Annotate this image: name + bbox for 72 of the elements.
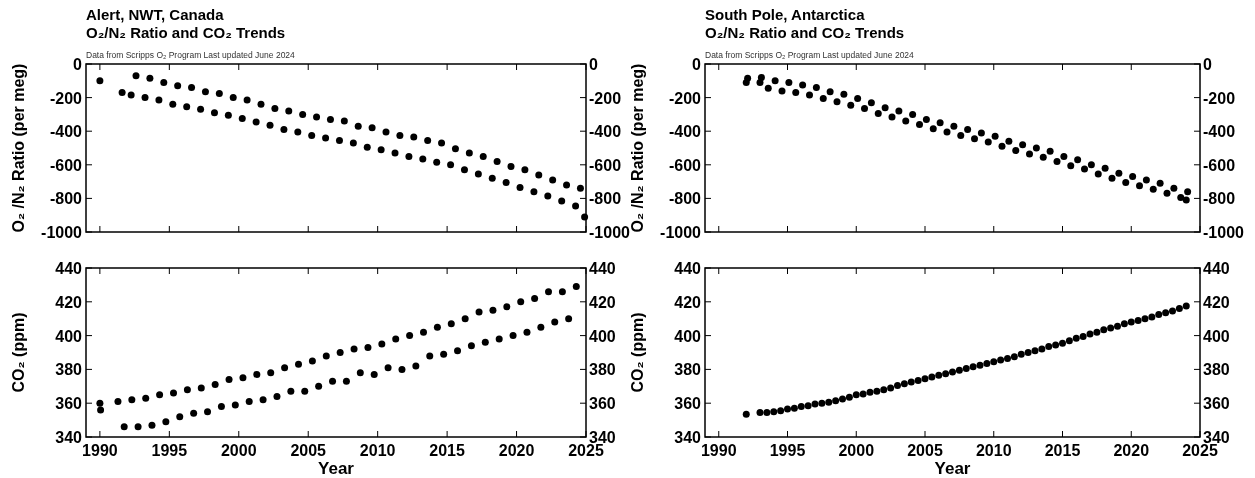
chart-subtitle: O₂/N₂ Ratio and CO₂ Trends [705, 24, 905, 41]
x-tick-label: 2015 [429, 442, 466, 459]
y-axis-title: CO₂ (ppm) [10, 312, 27, 393]
y-tick-label: 0 [692, 56, 702, 73]
y-tick-label: -1000 [41, 224, 83, 241]
x-tick-label: 1990 [700, 442, 737, 459]
y2-tick-label: -600 [589, 156, 622, 174]
y2-tick-label: 440 [1203, 260, 1230, 277]
y-tick-label: -400 [49, 123, 83, 141]
y-axis-title: CO₂ (ppm) [629, 312, 646, 393]
y-tick-label: -400 [668, 123, 702, 141]
y2-tick-label: -1000 [589, 224, 631, 241]
y2-tick-label: 420 [1203, 293, 1230, 311]
y2-tick-label: -200 [1203, 89, 1236, 107]
chart-title: South Pole, Antarctica [705, 6, 866, 23]
y2-tick-label: -800 [1203, 190, 1236, 208]
y-tick-label: 440 [55, 260, 83, 277]
y2-tick-label: 400 [589, 327, 616, 345]
y-tick-label: -1000 [660, 224, 702, 241]
text: Data from Scripps O₂ Program Last updated June 2024 [86, 50, 296, 60]
x-tick-label: 1995 [769, 442, 806, 459]
y-tick-label: -600 [49, 156, 83, 174]
y-axis-title: O₂ /N₂ Ratio (per meg) [629, 63, 646, 233]
y-tick-label: 360 [55, 395, 83, 413]
y-tick-label: 400 [55, 327, 83, 345]
y-tick-label: 420 [55, 293, 83, 311]
text: Data from Scripps O₂ Program Last updated June 2024 [705, 50, 915, 60]
y2-tick-label: 380 [589, 361, 616, 379]
y-tick-label: 340 [55, 429, 83, 446]
y-tick-label: -200 [49, 89, 83, 107]
y2-tick-label: -400 [589, 123, 622, 141]
y2-tick-label: 440 [589, 260, 616, 277]
x-axis-title: Year [934, 459, 971, 478]
x-tick-label: 2000 [220, 442, 257, 459]
y-tick-label: 380 [674, 361, 702, 379]
x-tick-label: 2010 [359, 442, 396, 459]
y2-tick-label: -600 [1203, 156, 1236, 174]
x-tick-label: 2015 [1044, 442, 1081, 459]
y-tick-label: 0 [73, 56, 83, 73]
y2-tick-label: 0 [589, 56, 598, 73]
y-tick-label: 400 [674, 327, 702, 345]
y-tick-label: 420 [674, 293, 702, 311]
y2-tick-label: 360 [1203, 395, 1230, 413]
y2-tick-label: -800 [589, 190, 622, 208]
y-tick-label: -800 [49, 190, 83, 208]
y2-tick-label: -400 [1203, 123, 1236, 141]
y2-tick-label: 0 [1203, 56, 1212, 73]
y-axis-title: O₂ /N₂ Ratio (per meg) [10, 63, 27, 233]
y-tick-label: 440 [674, 260, 702, 277]
x-tick-label: 2005 [290, 442, 327, 459]
x-tick-label: 2020 [1113, 442, 1150, 459]
y-tick-label: 360 [674, 395, 702, 413]
y-tick-label: -200 [668, 89, 702, 107]
x-tick-label: 1990 [82, 442, 118, 459]
x-tick-label: 2010 [975, 442, 1012, 459]
y2-tick-label: 380 [1203, 361, 1230, 379]
y2-tick-label: -200 [589, 89, 622, 107]
x-tick-label: 2005 [907, 442, 943, 459]
x-tick-label: 1995 [151, 442, 188, 459]
y-tick-label: 380 [55, 361, 83, 379]
chart-title: Alert, NWT, Canada [86, 6, 225, 23]
y2-tick-label: 400 [1203, 327, 1230, 345]
y-tick-label: -600 [668, 156, 702, 174]
y2-tick-label: 360 [589, 395, 616, 413]
x-tick-label: 2000 [838, 442, 875, 459]
y2-tick-label: -1000 [1203, 224, 1245, 241]
x-tick-label: 2020 [498, 442, 535, 459]
chart-subtitle: O₂/N₂ Ratio and CO₂ Trends [86, 24, 286, 41]
x-axis-title: Year [318, 459, 355, 478]
y2-tick-label: 420 [589, 293, 616, 311]
y-tick-label: 340 [674, 429, 702, 446]
y-tick-label: -800 [668, 190, 702, 208]
